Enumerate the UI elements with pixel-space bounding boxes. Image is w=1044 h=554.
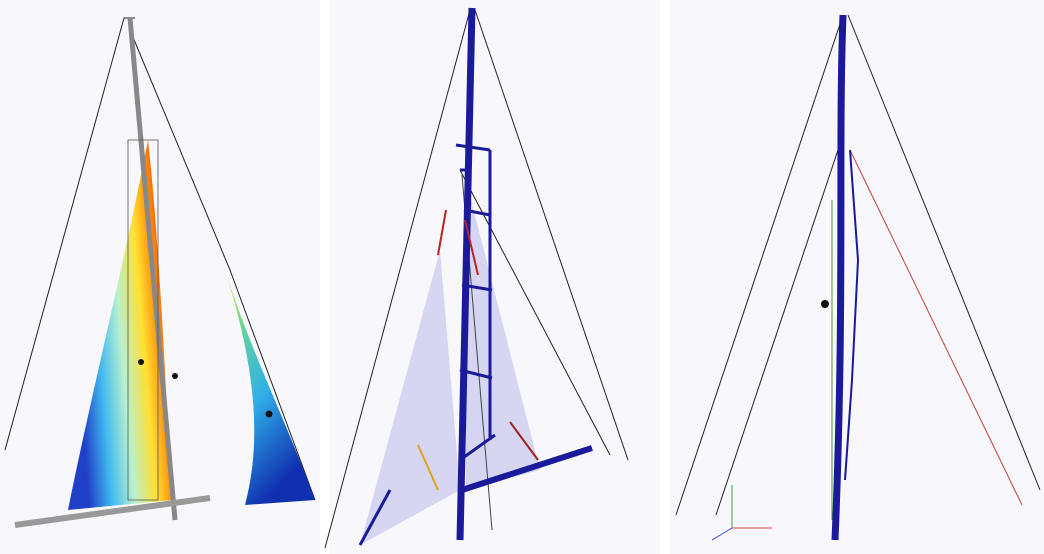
point: [172, 373, 178, 379]
forestay: [324, 9, 471, 549]
mast: [831, 14, 847, 541]
mast: [456, 7, 476, 541]
forestay: [675, 14, 844, 516]
panel-pressure: [0, 0, 320, 554]
panel-deformed: [670, 0, 1044, 554]
point: [821, 300, 829, 308]
spreaders: [127, 139, 159, 501]
point: [265, 410, 273, 418]
point: [138, 359, 144, 365]
tell-tale: [417, 444, 439, 491]
mainsail: [68, 140, 172, 510]
spreader-line: [844, 149, 860, 481]
axis-triad: [711, 485, 772, 541]
jib: [225, 270, 315, 505]
mast: [127, 17, 178, 521]
boom: [14, 495, 211, 528]
backstay: [847, 14, 1041, 491]
backstay: [129, 29, 316, 501]
jib-sail: [360, 250, 460, 545]
shroud: [459, 169, 611, 456]
tell-tale: [509, 421, 539, 461]
backstay: [474, 9, 629, 461]
runner: [849, 149, 1023, 506]
spreaders: [358, 143, 496, 546]
tell-tale: [464, 219, 479, 276]
panel-structure: [324, 0, 660, 554]
tell-tale: [437, 209, 447, 256]
boom: [461, 445, 593, 493]
main-sail: [466, 180, 540, 490]
shroud: [715, 149, 839, 516]
